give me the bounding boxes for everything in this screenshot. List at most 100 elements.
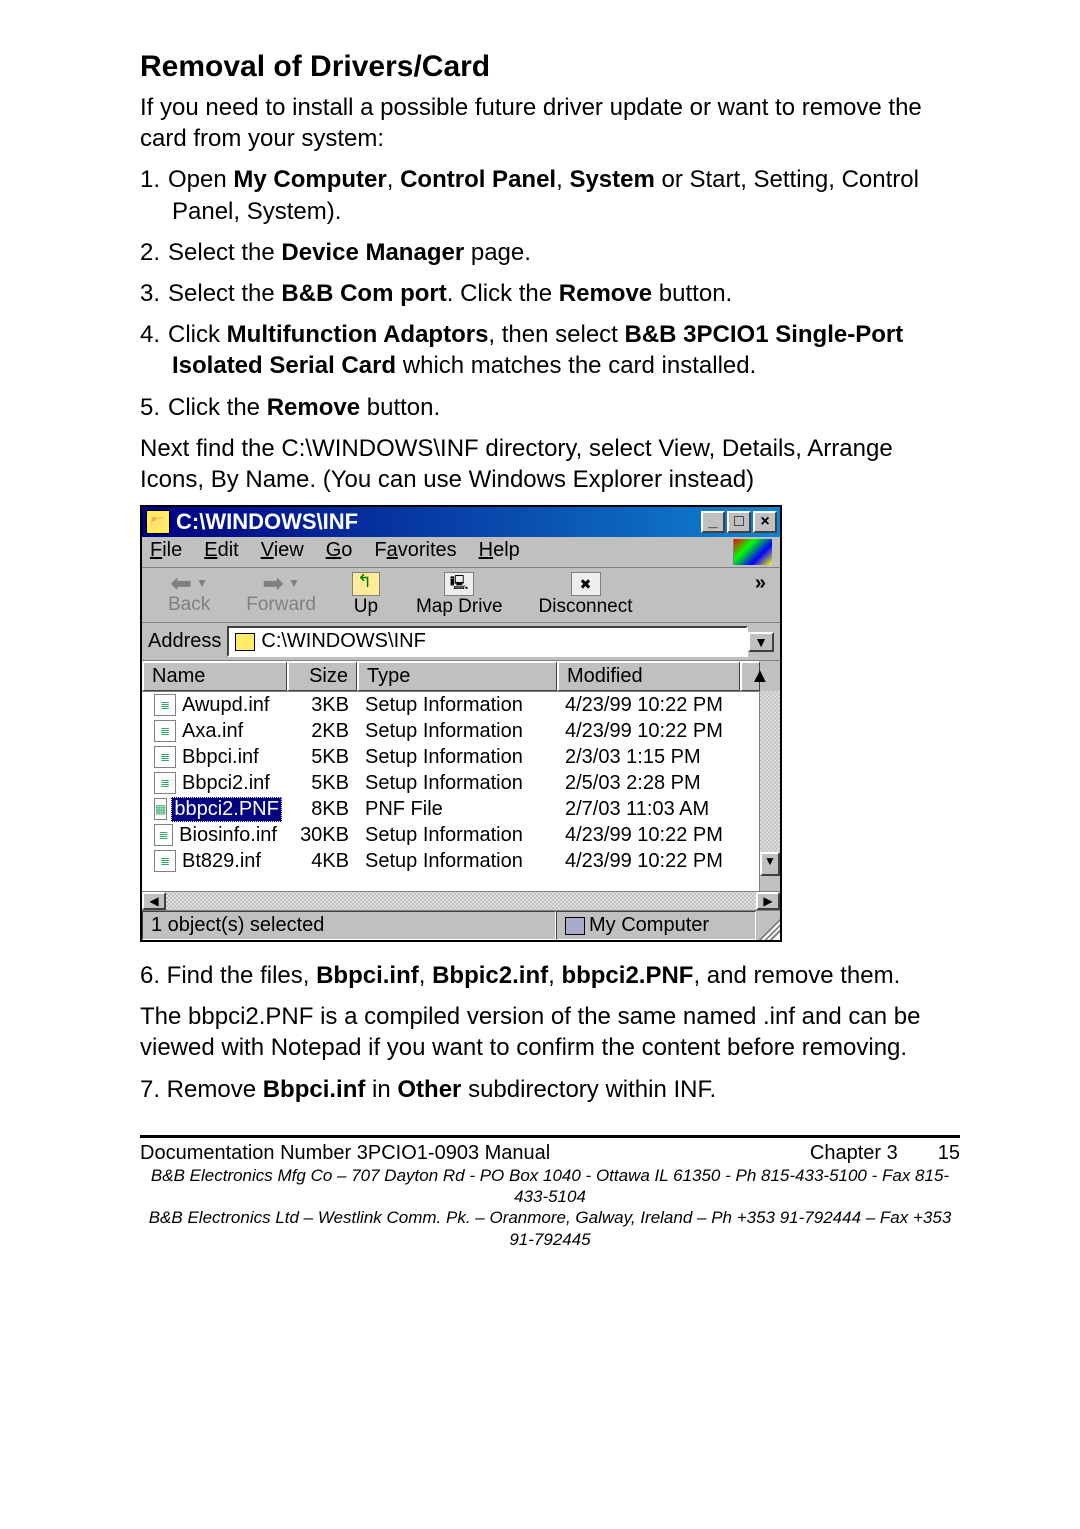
bold: bbpci2.PNF [561,962,693,989]
horizontal-scrollbar[interactable]: ◀ ▶ [142,891,780,910]
map-label: Map Drive [416,596,503,618]
status-left: 1 object(s) selected [142,911,556,940]
menu-view[interactable]: View [261,539,304,565]
t: page. [464,239,531,266]
file-size: 2KB [287,720,357,743]
chevron-down-icon: ▼ [288,576,300,590]
forward-button[interactable]: ➡▼ Forward [228,572,334,616]
scroll-right-icon[interactable]: ▶ [756,892,780,910]
vertical-scrollbar[interactable]: ▼ [759,691,780,892]
menubar: File Edit View Go Favorites Help [142,537,780,568]
table-row[interactable]: ≣Bbpci2.inf5KBSetup Information2/5/03 2:… [142,770,780,796]
table-row[interactable]: ≣Bt829.inf4KBSetup Information4/23/99 10… [142,848,780,874]
windows-logo-icon [733,539,772,565]
address-bar: Address C:\WINDOWS\INF ▼ [142,623,780,661]
t: Click the [168,394,267,421]
t: which matches the card installed. [396,352,756,379]
bold: Remove [267,394,360,421]
file-type: PNF File [357,798,557,821]
file-icon: ≣ [154,746,176,768]
titlebar[interactable]: 📁 C:\WINDOWS\INF _ □ × [142,507,780,537]
file-size: 5KB [287,772,357,795]
menu-edit[interactable]: Edit [204,539,238,565]
t: 7. Remove [140,1076,263,1103]
bold: Other [397,1076,461,1103]
file-size: 4KB [287,850,357,873]
table-row[interactable]: ≣Biosinfo.inf30KBSetup Information4/23/9… [142,822,780,848]
minimize-button[interactable]: _ [701,511,725,533]
t: , and remove them. [693,962,900,989]
footer-address-us: B&B Electronics Mfg Co – 707 Dayton Rd -… [140,1165,960,1208]
footer-page-number: 15 [938,1142,960,1165]
back-label: Back [168,594,210,616]
file-type: Setup Information [357,824,557,847]
bold: Remove [559,280,652,307]
section-title: Removal of Drivers/Card [140,50,960,84]
menu-help[interactable]: Help [479,539,520,565]
menu-go[interactable]: Go [326,539,353,565]
file-icon: ≣ [154,720,176,742]
bold: Device Manager [281,239,464,266]
file-modified: 2/7/03 11:03 AM [557,798,740,821]
step-7: 7. Remove Bbpci.inf in Other subdirector… [140,1074,960,1105]
disc-label: Disconnect [539,596,633,618]
up-button[interactable]: Up [334,572,398,618]
t: , then select [488,321,624,348]
resize-grip[interactable] [756,911,780,940]
col-modified[interactable]: Modified [557,661,740,691]
file-icon: ≣ [154,824,173,846]
close-button[interactable]: × [753,511,777,533]
bold: B&B Com port [281,280,446,307]
back-button[interactable]: ⬅▼ Back [150,572,228,616]
disconnect-button[interactable]: ✖ Disconnect [521,572,651,618]
footer-doc-number: Documentation Number 3PCIO1-0903 Manual [140,1142,770,1165]
address-text: C:\WINDOWS\INF [261,630,425,653]
explorer-window: 📁 C:\WINDOWS\INF _ □ × File Edit View Go… [140,505,782,942]
col-size[interactable]: Size [287,661,357,691]
file-size: 5KB [287,746,357,769]
t: Open [168,166,233,193]
address-input[interactable]: C:\WINDOWS\INF [227,626,748,657]
col-scroll-spacer[interactable]: ▲ [740,661,760,691]
address-dropdown[interactable]: ▼ [748,632,774,652]
step-1: 1.Open My Computer, Control Panel, Syste… [140,164,960,226]
t: button. [652,280,732,307]
intro-paragraph: If you need to install a possible future… [140,92,960,154]
t: . Click the [447,280,559,307]
bold: Bbpci.inf [316,962,419,989]
t: button. [360,394,440,421]
step-5: 5.Click the Remove button. [140,392,960,423]
file-icon: ≣ [154,772,176,794]
scroll-left-icon[interactable]: ◀ [142,892,166,910]
table-row[interactable]: ≣Bbpci.inf5KBSetup Information2/3/03 1:1… [142,744,780,770]
menu-file[interactable]: File [150,539,182,565]
file-modified: 4/23/99 10:22 PM [557,720,740,743]
map-drive-button[interactable]: 🖳 Map Drive [398,572,521,618]
t: , [556,166,569,193]
map-drive-icon: 🖳 [444,572,474,596]
col-type[interactable]: Type [357,661,557,691]
bold: My Computer [233,166,386,193]
scroll-down-icon[interactable]: ▼ [760,852,780,876]
file-name: Biosinfo.inf [177,824,279,847]
file-size: 3KB [287,694,357,717]
step-6: 6. Find the files, Bbpci.inf, Bbpic2.inf… [140,960,960,991]
bold: System [569,166,654,193]
file-name: Bbpci2.inf [180,772,272,795]
table-row[interactable]: ▦bbpci2.PNF8KBPNF File2/7/03 11:03 AM [142,796,780,822]
file-name: Bbpci.inf [180,746,261,769]
table-row[interactable]: ≣Axa.inf2KBSetup Information4/23/99 10:2… [142,718,780,744]
maximize-button[interactable]: □ [727,511,751,533]
toolbar-overflow[interactable]: » [749,572,772,595]
file-list[interactable]: ≣Awupd.inf3KBSetup Information4/23/99 10… [142,691,780,910]
t: , [387,166,400,193]
menu-favorites[interactable]: Favorites [374,539,456,565]
col-name[interactable]: Name [142,661,287,691]
table-row[interactable]: ≣Awupd.inf3KBSetup Information4/23/99 10… [142,692,780,718]
step-3: 3.Select the B&B Com port. Click the Rem… [140,278,960,309]
t: 6. Find the files, [140,962,316,989]
step-2: 2.Select the Device Manager page. [140,237,960,268]
bold: Control Panel [400,166,556,193]
footer: Documentation Number 3PCIO1-0903 Manual … [140,1135,960,1250]
bold: Bbpci.inf [263,1076,366,1103]
